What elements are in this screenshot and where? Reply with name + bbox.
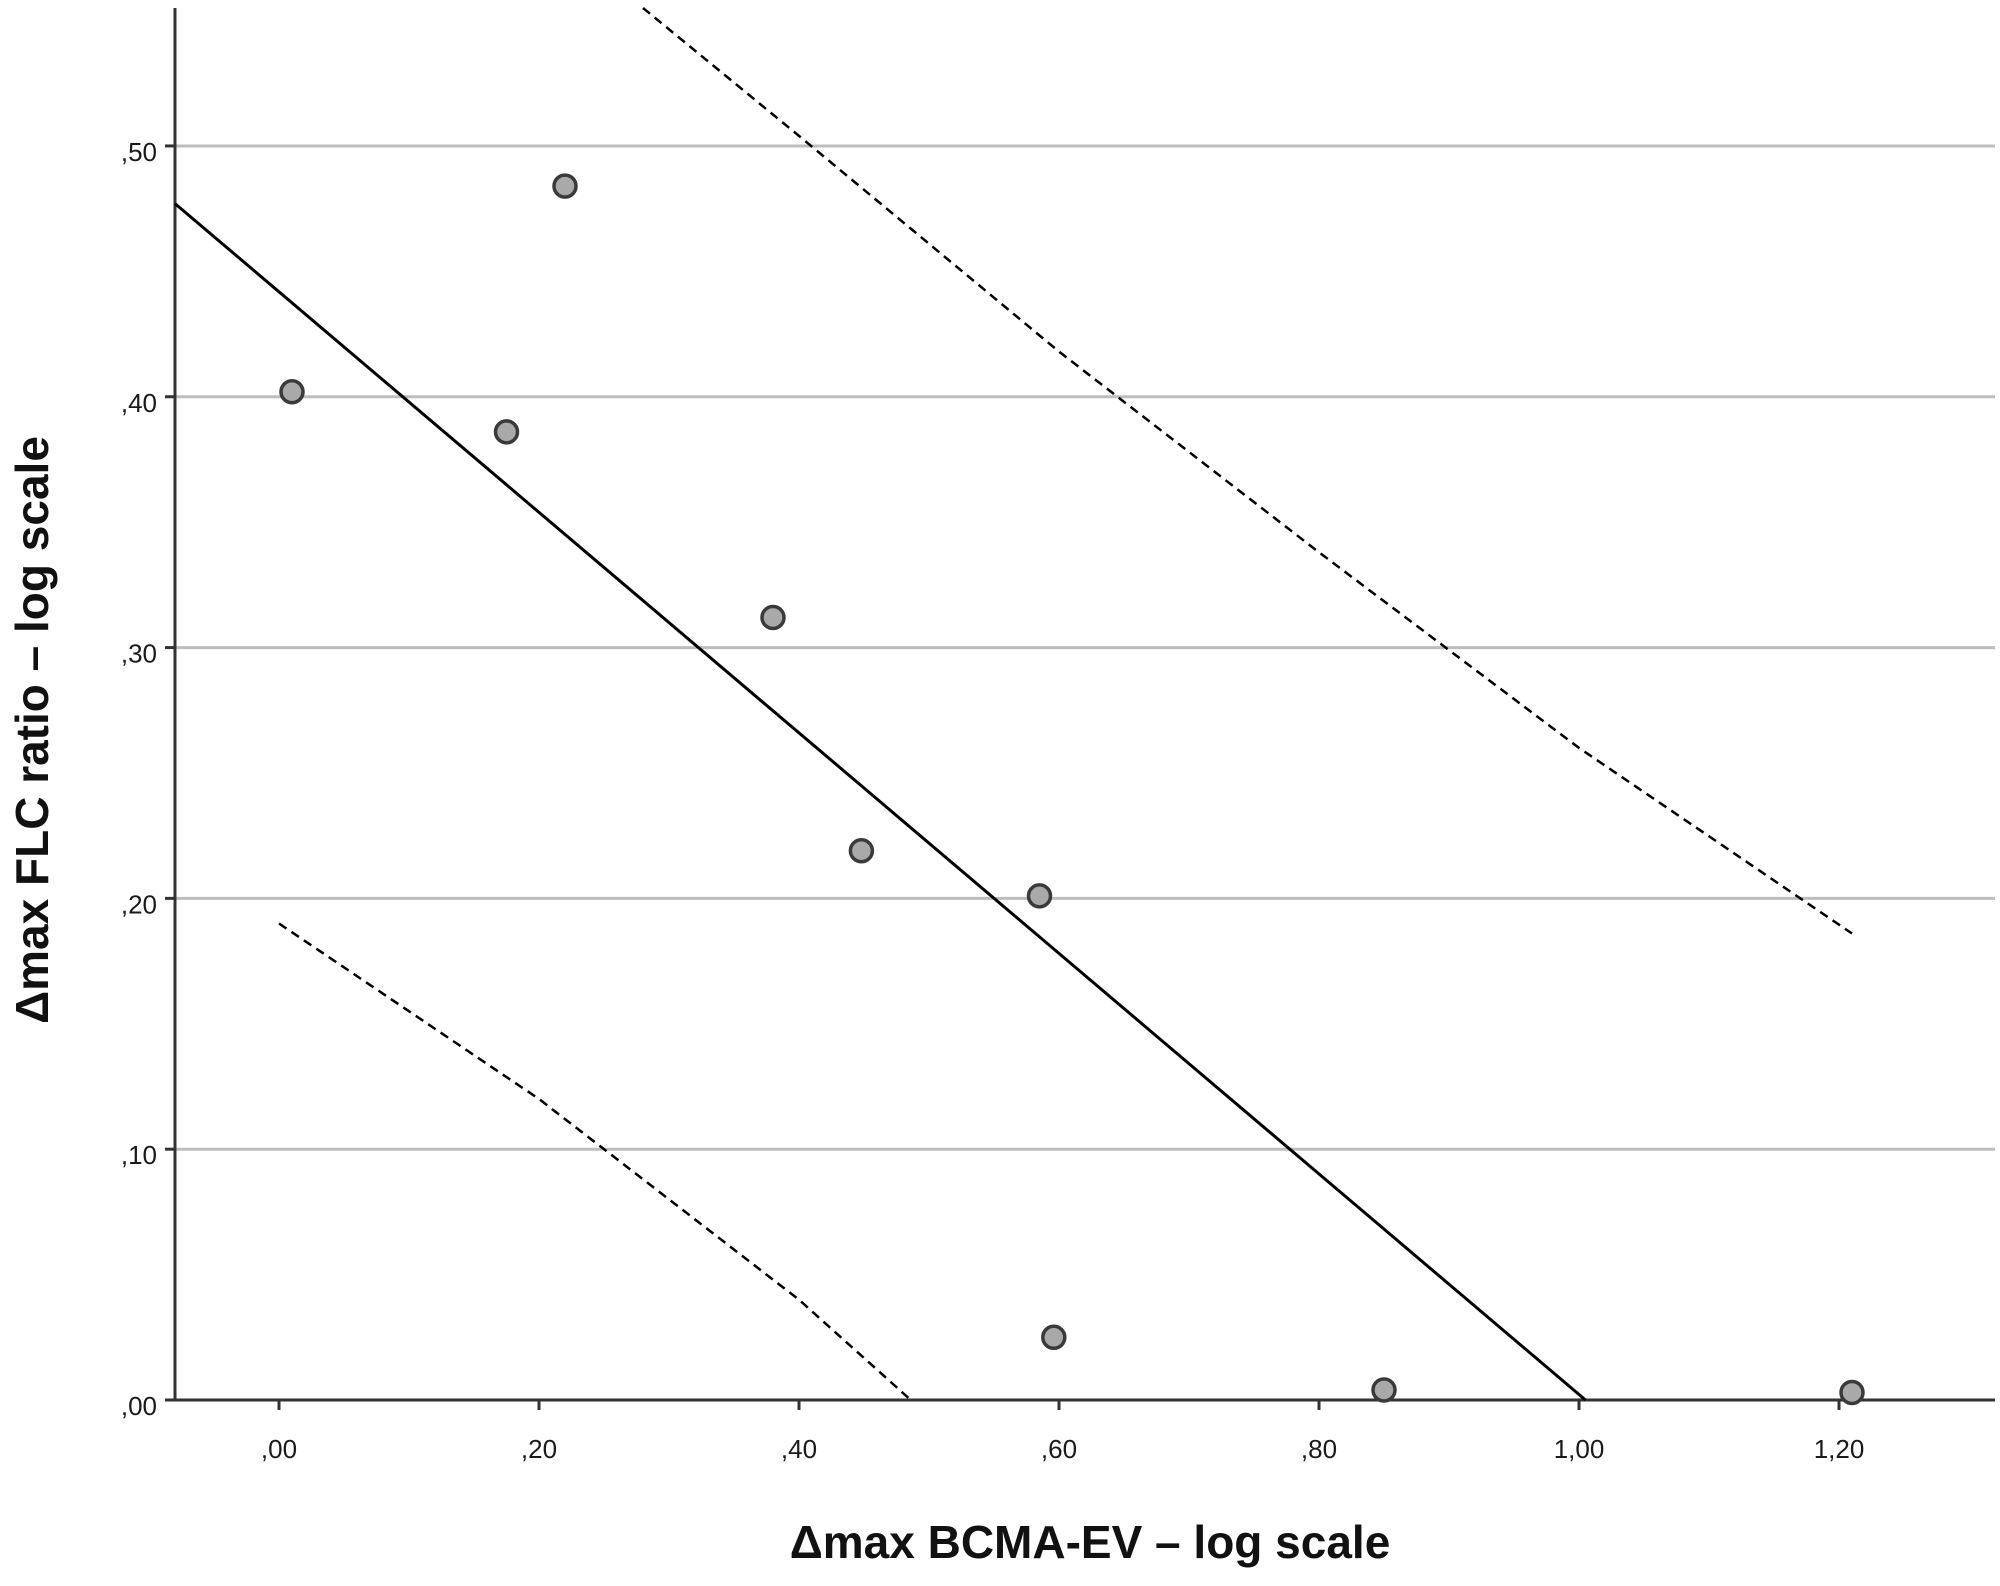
lower-confidence-line — [278, 922, 912, 1401]
upper-confidence-line — [642, 7, 1853, 935]
y-tick-label: ,30 — [121, 639, 157, 669]
axes — [165, 8, 1995, 1410]
x-tick-label: ,00 — [261, 1434, 297, 1464]
data-point — [1041, 1324, 1067, 1351]
x-tick-label: ,40 — [781, 1434, 817, 1464]
data-point — [1026, 883, 1053, 909]
data-point — [552, 173, 578, 199]
tick-labels: ,00 ,10 ,20 ,30 ,40 ,50 ,00 ,20 ,40 ,60 ,80 1,00 1,2… — [121, 137, 1864, 1464]
regression-line — [174, 202, 1587, 1402]
x-axis-title: Δmax BCMA-EV – log scale — [790, 1516, 1391, 1568]
x-tick-label: 1,00 — [1554, 1434, 1605, 1464]
data-point — [1371, 1377, 1397, 1403]
x-tick-label: ,80 — [1301, 1434, 1337, 1464]
y-tick-label: ,40 — [121, 388, 157, 418]
y-tick-label: ,20 — [121, 889, 157, 919]
x-tick-label: ,60 — [1041, 1434, 1077, 1464]
data-points — [279, 173, 1865, 1406]
x-tick-label: ,20 — [521, 1434, 557, 1464]
gridlines — [175, 144, 1995, 1151]
y-axis-title: Δmax FLC ratio – log scale — [6, 436, 58, 1024]
y-tick-label: ,50 — [121, 137, 157, 167]
data-point — [279, 378, 305, 405]
y-tick-label: ,00 — [121, 1391, 157, 1421]
fit-lines — [174, 7, 1853, 1402]
data-point — [1839, 1379, 1865, 1406]
data-point — [493, 419, 520, 445]
x-tick-label: 1,20 — [1814, 1434, 1865, 1464]
y-tick-label: ,10 — [121, 1140, 157, 1170]
data-point — [848, 837, 875, 864]
data-point — [760, 604, 786, 631]
